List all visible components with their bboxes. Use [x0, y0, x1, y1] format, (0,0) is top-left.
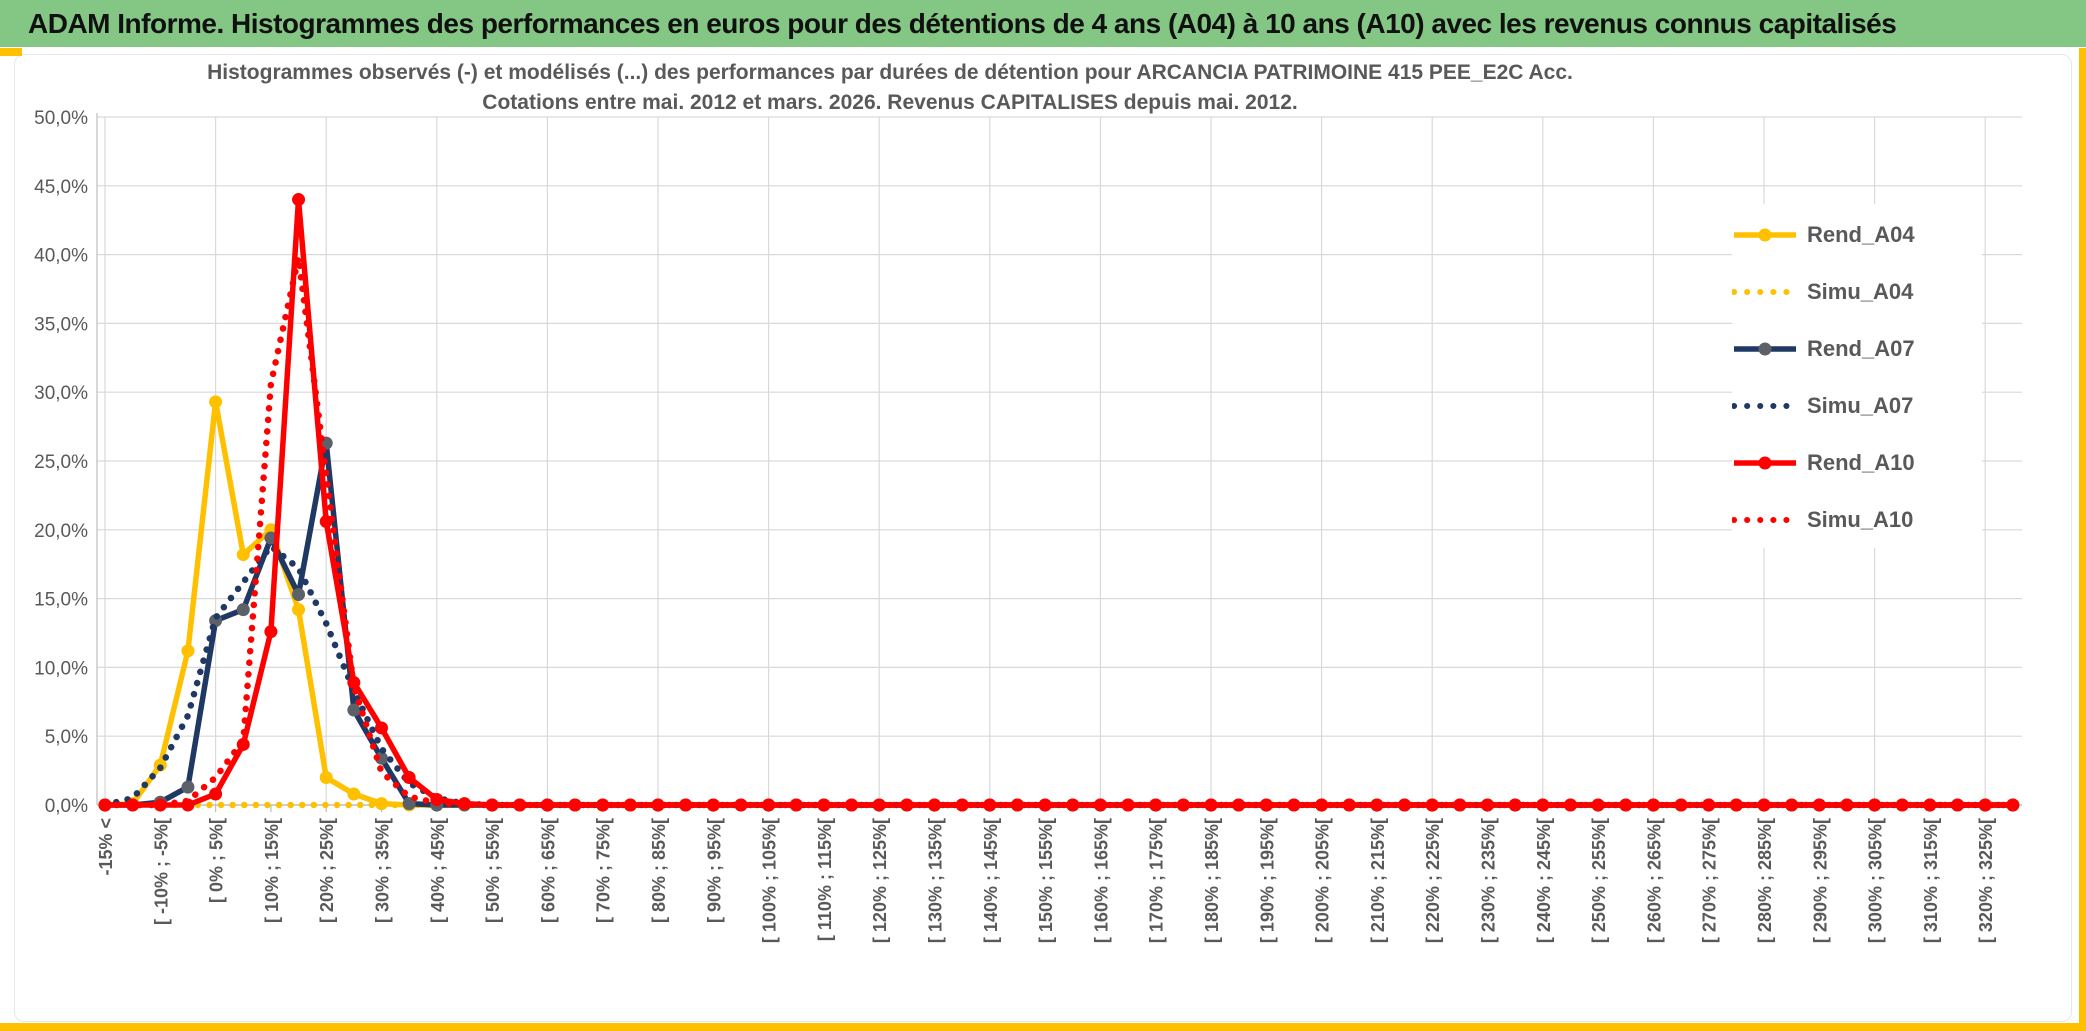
- y-tick-label: 50,0%: [34, 108, 88, 129]
- legend-label: Simu_A04: [1807, 278, 1914, 304]
- legend-item-Rend_A04: Rend_A04: [1732, 206, 1982, 263]
- legend-label: Rend_A10: [1807, 449, 1915, 475]
- gold-border-right: [2079, 48, 2086, 1031]
- chart-title: Histogrammes observés (-) et modélisés (…: [40, 58, 1740, 118]
- legend-swatch-dotted: [1732, 516, 1798, 523]
- x-tick-label: [ 230% ; 235%[: [1479, 818, 1499, 943]
- x-tick-label: [ 170% ; 175%[: [1147, 818, 1167, 943]
- x-tick-label: [ 150% ; 155%[: [1036, 818, 1056, 943]
- y-tick-label: 30,0%: [34, 383, 88, 404]
- gold-border-bottom: [0, 1023, 2086, 1031]
- x-tick-label: [ 20% ; 25%[: [317, 818, 337, 923]
- y-tick-label: 0,0%: [45, 796, 88, 817]
- chart-title-line1: Histogrammes observés (-) et modélisés (…: [207, 61, 1573, 84]
- x-tick-label: [ 160% ; 165%[: [1091, 818, 1111, 943]
- x-tick-label: [ 280% ; 285%[: [1755, 818, 1775, 943]
- series-Simu_A10-line: [101, 254, 2017, 809]
- x-tick-labels: -15% < [ -10% ; -5%[ [ 0% ; 5%[ [ 10% ; 15%…: [96, 818, 1996, 943]
- legend-label: Rend_A04: [1807, 221, 1915, 247]
- legend-swatch-dotted: [1732, 288, 1798, 295]
- x-tick-label: [ 50% ; 55%[: [483, 818, 503, 923]
- legend-swatch-solid: [1734, 342, 1796, 355]
- legend-item-Simu_A07: Simu_A07: [1732, 377, 1982, 434]
- y-tick-label: 5,0%: [45, 727, 88, 748]
- series-Rend_A10-markers: [98, 193, 2020, 812]
- report-title: ADAM Informe. Histogrammes des performan…: [28, 8, 1897, 39]
- x-tick-label: [ 110% ; 115%[: [815, 818, 835, 941]
- legend-item-Rend_A10: Rend_A10: [1732, 434, 1982, 491]
- legend-swatch-solid: [1734, 456, 1796, 469]
- x-tick-label: [ 320% ; 325%[: [1976, 818, 1996, 943]
- legend-item-Rend_A07: Rend_A07: [1732, 320, 1982, 377]
- y-tick-label: 10,0%: [34, 658, 88, 679]
- x-tick-label: [ 210% ; 215%[: [1368, 818, 1388, 943]
- report-title-bar: ADAM Informe. Histogrammes des performan…: [0, 0, 2086, 47]
- x-tick-label: [ 40% ; 45%[: [428, 818, 448, 923]
- x-tick-label: [ 130% ; 135%[: [926, 818, 946, 943]
- x-tick-label: [ 60% ; 65%[: [538, 818, 558, 923]
- x-tick-label: [ 290% ; 295%[: [1810, 818, 1830, 943]
- x-tick-label: [ 0% ; 5%[: [207, 818, 227, 903]
- legend-item-Simu_A10: Simu_A10: [1732, 491, 1982, 548]
- x-tick-label: [ 270% ; 275%[: [1700, 818, 1720, 943]
- x-tick-label: [ 10% ; 15%[: [262, 818, 282, 923]
- legend-label: Rend_A07: [1807, 335, 1915, 361]
- h-gridlines: [97, 116, 2022, 737]
- y-tick-label: 45,0%: [34, 177, 88, 198]
- x-tick-label: [ 300% ; 305%[: [1866, 818, 1886, 943]
- x-tick-label: [ 240% ; 245%[: [1534, 818, 1554, 943]
- x-tick-label: [ 220% ; 225%[: [1423, 818, 1443, 943]
- legend-label: Simu_A10: [1807, 506, 1914, 532]
- x-tick-label: [ 310% ; 315%[: [1921, 818, 1941, 943]
- x-tick-label: [ 70% ; 75%[: [594, 818, 614, 923]
- y-tick-labels: 0,0% 5,0% 10,0% 15,0% 20,0% 25,0% 30,0% 35,0% 40…: [34, 108, 88, 817]
- x-tick-label: [ 260% ; 265%[: [1644, 818, 1664, 943]
- x-tick-label: -15% <: [96, 818, 116, 876]
- x-tick-label: [ 250% ; 255%[: [1589, 818, 1609, 943]
- legend-swatch-dotted: [1732, 402, 1798, 409]
- x-tick-label: [ 190% ; 195%[: [1257, 818, 1277, 943]
- gold-border-stub: [0, 48, 22, 56]
- legend-label: Simu_A07: [1807, 392, 1914, 418]
- x-tick-label: [ 120% ; 125%[: [870, 818, 890, 943]
- x-tick-label: [ 80% ; 85%[: [649, 818, 669, 923]
- y-tick-label: 40,0%: [34, 246, 88, 267]
- legend-item-Simu_A04: Simu_A04: [1732, 263, 1982, 320]
- x-tick-label: [ 180% ; 185%[: [1202, 818, 1222, 943]
- chart-legend: Rend_A04 Simu_A04 Rend_A07 Simu_A07 Rend_A10…: [1732, 204, 1982, 548]
- y-tick-label: 35,0%: [34, 314, 88, 335]
- y-tick-label: 25,0%: [34, 452, 88, 473]
- series-Simu_A07-line: [101, 543, 2017, 809]
- x-tick-label: [ 90% ; 95%[: [704, 818, 724, 923]
- x-tick-label: [ 140% ; 145%[: [981, 818, 1001, 943]
- x-tick-label: [ 100% ; 105%[: [760, 818, 780, 943]
- series-Rend_A10-line: [102, 196, 2016, 808]
- y-tick-label: 20,0%: [34, 521, 88, 542]
- x-tick-label: [ -10% ; -5%[: [151, 818, 171, 925]
- chart-frame: [14, 54, 2072, 1022]
- legend-swatch-solid: [1734, 228, 1796, 241]
- x-tick-label: [ 30% ; 35%[: [373, 818, 393, 923]
- y-tick-label: 15,0%: [34, 590, 88, 611]
- x-tick-label: [ 200% ; 205%[: [1313, 818, 1333, 943]
- chart-title-line2: Cotations entre mai. 2012 et mars. 2026.…: [482, 91, 1298, 114]
